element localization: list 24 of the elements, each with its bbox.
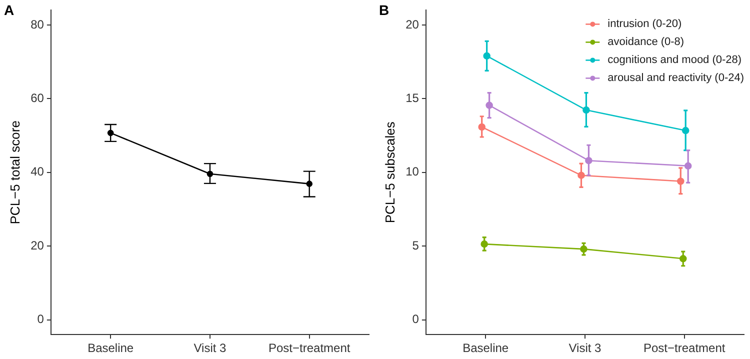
- x-tick-label: Visit 3: [568, 341, 602, 356]
- x-tick-label: Baseline: [462, 341, 509, 356]
- x-tick-label: Baseline: [88, 341, 134, 356]
- y-tick-label: 0: [412, 312, 420, 326]
- y-tick-label: 60: [30, 90, 44, 105]
- chart-title: B: [379, 2, 390, 18]
- legend-label: avoidance (0-8): [608, 36, 684, 48]
- y-tick-label: 10: [406, 164, 420, 179]
- y-tick-label: 20: [406, 17, 420, 32]
- y-axis-title: PCL−5 subscales: [382, 121, 398, 224]
- y-tick-label: 5: [412, 238, 420, 252]
- y-tick-label: 40: [30, 164, 44, 179]
- legend-label: cognitions and mood (0-28): [608, 54, 742, 66]
- y-tick-label: 15: [406, 90, 420, 105]
- legend-label: arousal and reactivity (0-24): [608, 72, 744, 84]
- y-tick-label: 80: [30, 17, 44, 32]
- x-tick-label: Post−treatment: [644, 341, 726, 356]
- y-tick-label: 20: [30, 238, 44, 252]
- chart-title: A: [4, 2, 14, 18]
- y-axis-title: PCL−5 total score: [7, 120, 22, 224]
- x-tick-label: Post−treatment: [268, 341, 351, 356]
- legend-label: intrusion (0-20): [608, 18, 682, 30]
- y-tick-label: 0: [37, 312, 44, 326]
- x-tick-label: Visit 3: [194, 341, 227, 356]
